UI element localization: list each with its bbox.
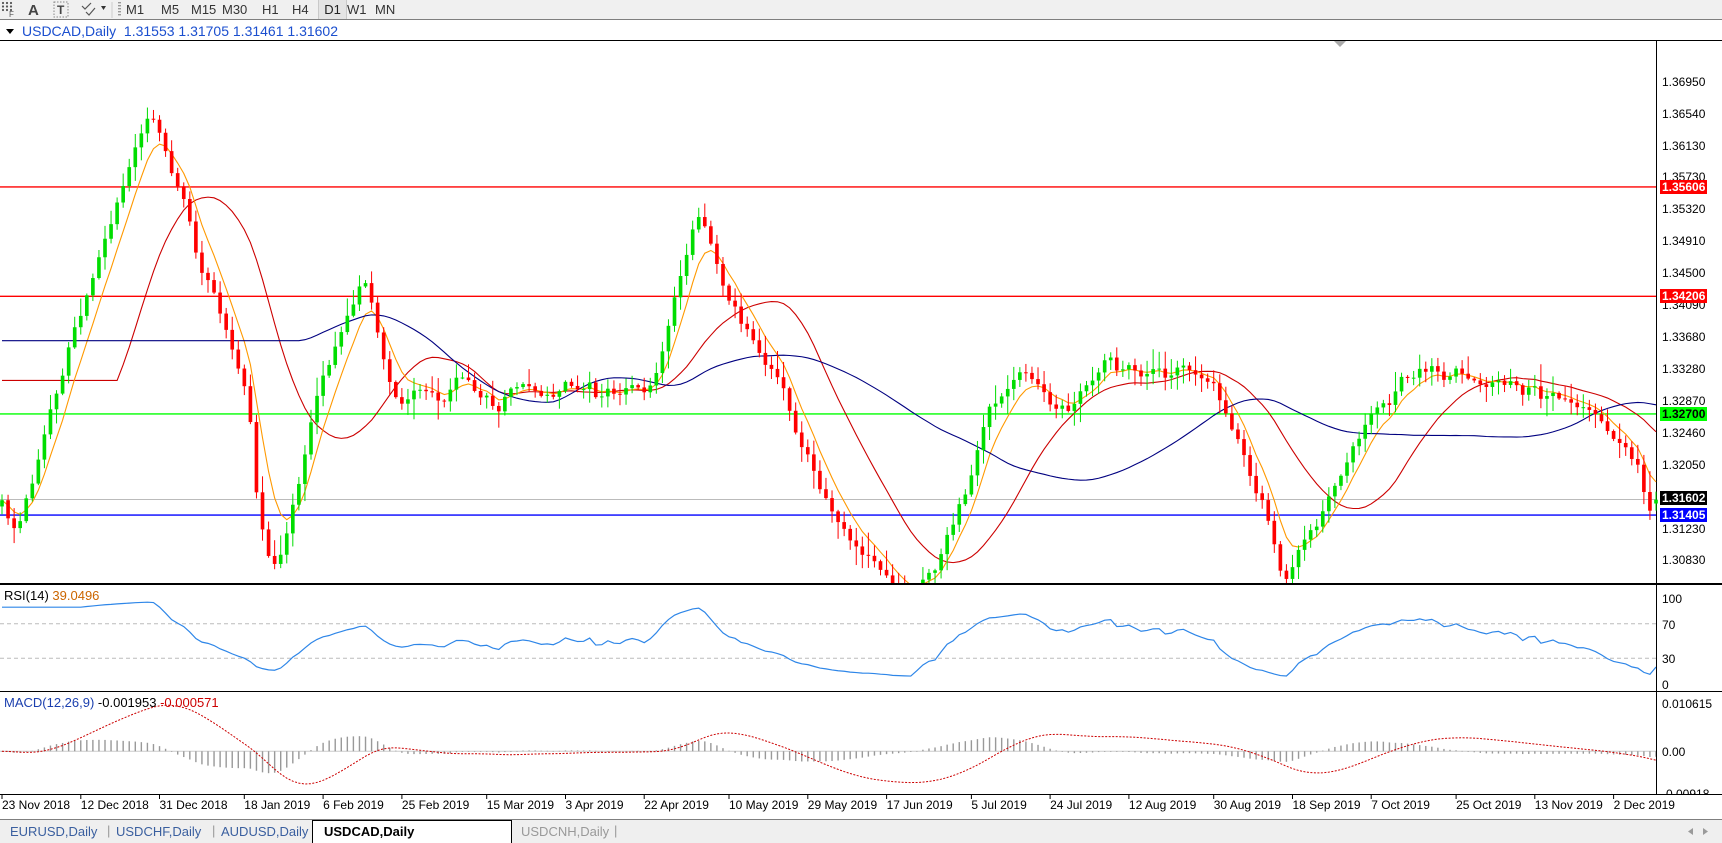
svg-text:F: F: [9, 10, 14, 19]
svg-text:T: T: [57, 3, 65, 17]
svg-text:A: A: [28, 2, 39, 19]
